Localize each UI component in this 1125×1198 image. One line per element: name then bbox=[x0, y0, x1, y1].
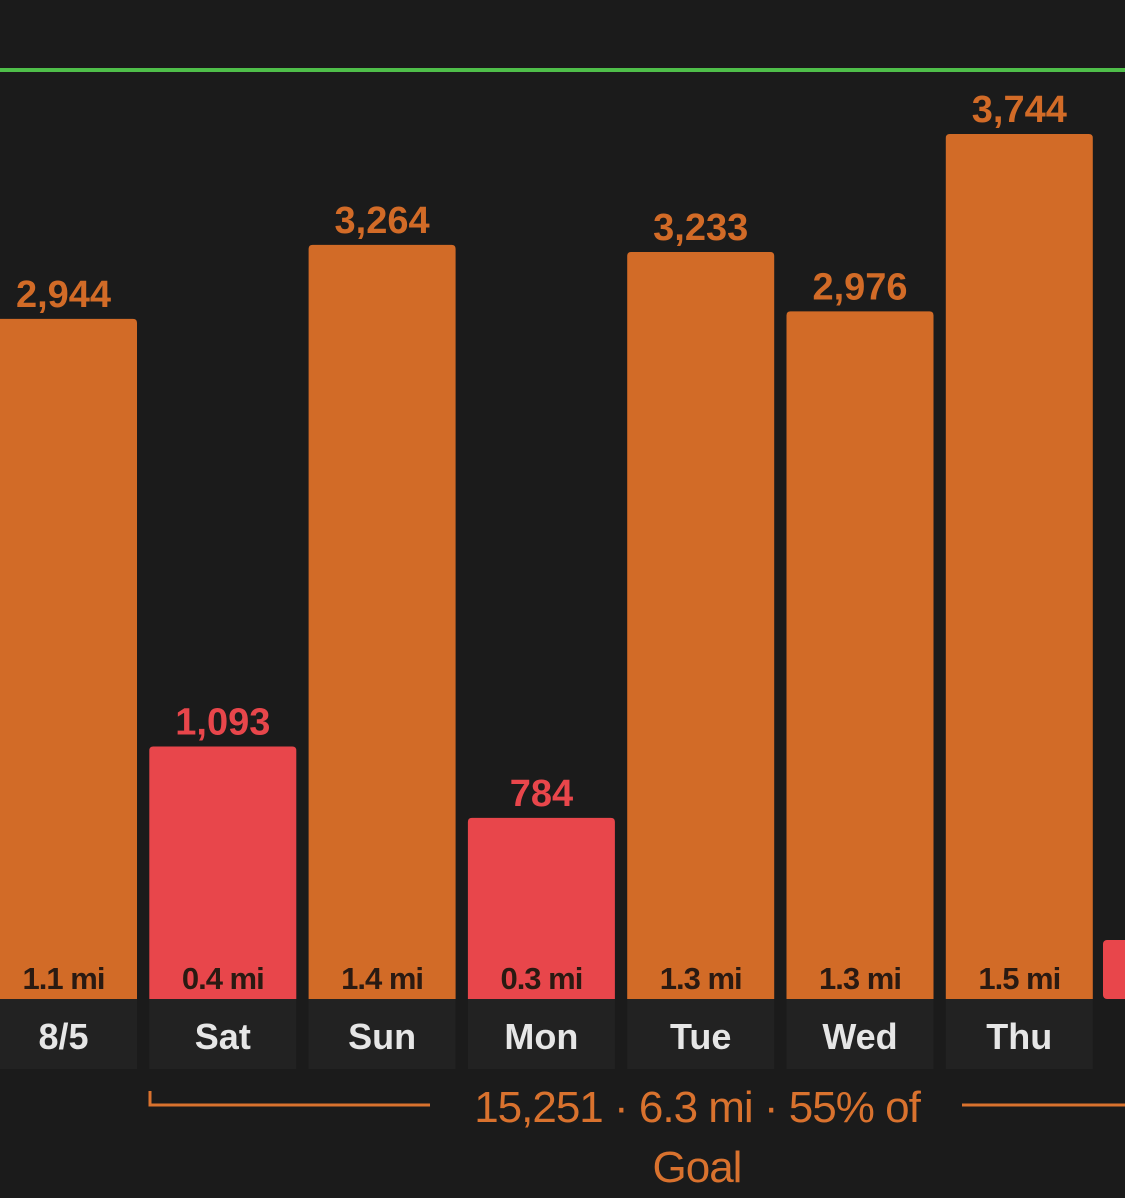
bar-distance-label: 1.1 mi bbox=[23, 961, 105, 996]
x-tick-label: Sat bbox=[195, 1016, 251, 1057]
bar-value-label: 3,744 bbox=[972, 89, 1067, 131]
day-label-band bbox=[945, 999, 1093, 1069]
bar-distance-label: 1.3 mi bbox=[819, 961, 901, 996]
partial-bar bbox=[1103, 940, 1125, 999]
bar bbox=[945, 134, 1093, 999]
bar bbox=[0, 318, 137, 999]
goal-line bbox=[0, 68, 1125, 72]
day-label-band bbox=[149, 999, 297, 1069]
day-label-band bbox=[627, 999, 775, 1069]
bar-value-label: 3,233 bbox=[653, 207, 748, 249]
bar-value-label: 1,093 bbox=[175, 701, 270, 743]
bar bbox=[467, 817, 615, 999]
x-tick-label: 8/5 bbox=[38, 1016, 88, 1057]
bar-distance-label: 1.5 mi bbox=[978, 961, 1060, 996]
step-chart: 2,944 1.1 mi 8/5 1,093 0.4 mi Sat 3,264 1.4 mi S… bbox=[0, 68, 1125, 1192]
bar-chart: 2,944 1.1 mi 8/5 1,093 0.4 mi Sat 3,264 1.4 mi S… bbox=[0, 89, 1125, 1069]
bar-value-label: 3,264 bbox=[335, 200, 430, 242]
bar-distance-label: 0.3 mi bbox=[500, 961, 582, 996]
x-tick-label: Thu bbox=[986, 1016, 1052, 1057]
day-label-band bbox=[308, 999, 456, 1069]
bracket-line bbox=[148, 1091, 1125, 1107]
bar-distance-label: 0.4 mi bbox=[182, 961, 264, 996]
weekly-summary: 15,251 · 6.3 mi · 55% of Goal bbox=[437, 1078, 957, 1192]
bar bbox=[308, 244, 456, 999]
bar bbox=[627, 252, 775, 999]
day-label-band bbox=[0, 999, 137, 1069]
day-label-band bbox=[467, 999, 615, 1069]
bar bbox=[149, 746, 297, 999]
bar-distance-label: 1.3 mi bbox=[660, 961, 742, 996]
bar-value-label: 784 bbox=[510, 773, 573, 815]
bar-distance-label: 1.4 mi bbox=[341, 961, 423, 996]
bar-value-label: 2,976 bbox=[812, 266, 907, 308]
x-tick-label: Sun bbox=[348, 1016, 416, 1057]
bar-value-label: 2,944 bbox=[16, 274, 111, 316]
day-label-band bbox=[786, 999, 934, 1069]
x-tick-label: Wed bbox=[822, 1016, 897, 1057]
x-tick-label: Mon bbox=[504, 1016, 578, 1057]
bar bbox=[786, 311, 934, 999]
summary-bracket: 15,251 · 6.3 mi · 55% of Goal bbox=[0, 1078, 1125, 1192]
x-tick-label: Tue bbox=[670, 1016, 731, 1057]
